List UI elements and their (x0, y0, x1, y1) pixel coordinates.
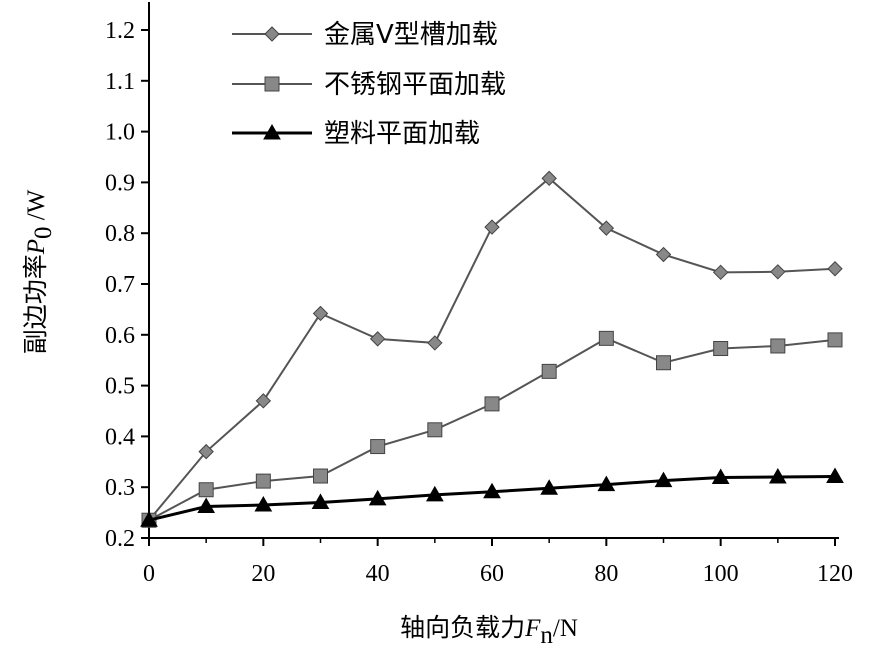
series-3-point (311, 493, 330, 509)
x-tick-label: 20 (251, 561, 275, 587)
series-3-point (654, 471, 673, 488)
series-1-point (312, 305, 329, 322)
y-tick-label: 0.9 (105, 170, 135, 196)
y-axis-title-prefix: 副边功率 (21, 254, 50, 354)
y-tick-label: 0.7 (105, 272, 135, 298)
x-tick-label: 60 (480, 561, 504, 587)
series-3-point (540, 479, 559, 495)
series-2-point (827, 332, 843, 348)
series-2-point (370, 439, 386, 455)
series-1-point (198, 443, 214, 460)
series-2-point (713, 341, 729, 357)
x-tick-label: 100 (703, 561, 739, 587)
series-3-point (140, 511, 158, 527)
x-tick-label: 40 (366, 561, 390, 587)
y-tick-label: 0.5 (105, 374, 135, 400)
series-2-point (255, 473, 271, 489)
series-2-point (598, 330, 614, 346)
x-axis-title-suffix: /N (553, 615, 578, 642)
legend-item-3: 塑料平面加载 (232, 119, 480, 149)
x-tick-label: 120 (817, 561, 853, 587)
series-3-point (254, 495, 273, 512)
series-1-point (655, 246, 672, 263)
series-1-point (827, 261, 843, 277)
series-3-point (597, 475, 616, 492)
series-3-point (483, 482, 501, 499)
legend-marker (264, 26, 280, 42)
legend-marker (263, 123, 281, 140)
x-tick-label: 0 (143, 561, 155, 587)
series-3 (140, 467, 844, 527)
series-1-point (369, 331, 386, 347)
legend-marker (264, 76, 280, 92)
series-1-point (598, 220, 615, 236)
series-3-point (711, 468, 730, 485)
y-tick-label: 0.8 (105, 221, 135, 247)
series-2 (141, 330, 843, 528)
series-1-point (541, 170, 557, 187)
series-2-point (198, 482, 214, 498)
y-axis-title-subscript: 0 (30, 227, 57, 240)
series-3-point (197, 497, 216, 514)
series-3-point (826, 467, 844, 484)
legend-label: 金属V型槽加载 (324, 20, 498, 50)
y-axis-title: 副边功率P0 /W (21, 189, 57, 354)
series-3-point (368, 489, 387, 506)
x-axis-title-prefix: 轴向负载力 (400, 613, 525, 642)
legend-label: 不锈钢平面加载 (324, 70, 506, 100)
legend-item-2: 不锈钢平面加载 (232, 70, 506, 100)
series-2-point (541, 363, 557, 379)
series-2-point (484, 396, 500, 412)
legend-label: 塑料平面加载 (324, 119, 480, 149)
series-1-point (712, 264, 729, 281)
series-1-point (770, 264, 786, 280)
y-axis-title-variable: P (23, 239, 50, 255)
series-1-point (427, 335, 443, 351)
legend-item-1: 金属V型槽加载 (232, 20, 498, 50)
x-axis-ticks: 0 20 40 60 80 100 120 (143, 538, 853, 587)
y-tick-label: 0.3 (105, 475, 135, 501)
series-3-point (768, 468, 787, 484)
x-axis-title-subscript: n (540, 622, 553, 649)
series-2-point (427, 422, 443, 438)
y-tick-label: 0.2 (105, 526, 135, 552)
series-3-point (425, 485, 444, 502)
series-1-point (255, 393, 272, 409)
y-tick-label: 0.6 (105, 323, 135, 349)
y-axis-title-suffix: /W (23, 189, 50, 226)
series-1 (141, 170, 843, 528)
y-tick-label: 0.4 (105, 424, 135, 450)
x-tick-label: 80 (594, 561, 618, 587)
series-layer (140, 170, 844, 528)
y-axis-ticks: 0.2 0.3 0.4 0.5 0.6 0.7 0.8 0.9 1.0 1.1 1.2 (105, 18, 149, 552)
x-axis-title: 轴向负载力Fn/N (400, 613, 578, 649)
series-2-point (770, 338, 786, 354)
series-1-point (484, 219, 500, 235)
series-2-point (656, 355, 671, 371)
y-tick-label: 1.0 (105, 120, 135, 146)
series-2-point (313, 468, 328, 484)
x-axis-title-variable: F (524, 615, 541, 642)
y-tick-label: 1.1 (105, 69, 135, 95)
y-tick-label: 1.2 (105, 18, 135, 44)
